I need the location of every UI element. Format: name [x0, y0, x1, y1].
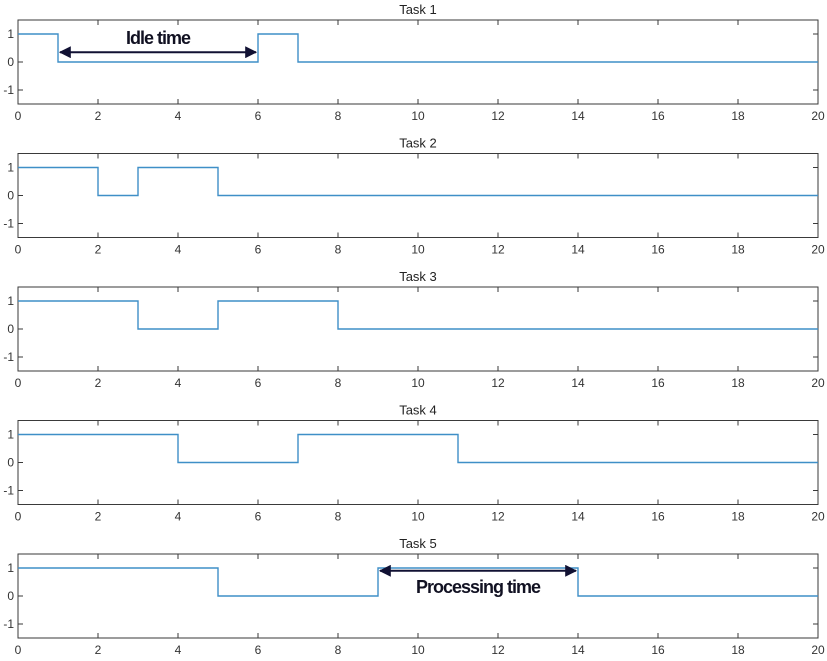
panel-title-task-3: Task 3: [399, 269, 437, 284]
signal-line-task-4: [18, 433, 818, 464]
x-tick-label: 16: [651, 376, 665, 390]
x-tick-label: 18: [731, 510, 745, 524]
y-tick-label: -1: [3, 350, 14, 364]
signal-line-task-2: [18, 166, 818, 197]
x-tick-label: 18: [731, 643, 745, 657]
x-tick-label: 10: [411, 510, 425, 524]
annotation-label-task-5: Processing time: [416, 577, 541, 597]
x-tick-label: 12: [491, 510, 505, 524]
x-tick-label: 4: [175, 510, 182, 524]
x-tick-label: 20: [811, 510, 825, 524]
x-tick-label: 12: [491, 376, 505, 390]
y-tick-label: 1: [7, 161, 14, 175]
x-tick-label: 6: [255, 243, 262, 257]
x-tick-label: 14: [571, 643, 585, 657]
x-tick-label: 12: [491, 243, 505, 257]
x-tick-label: 2: [95, 376, 102, 390]
x-tick-label: 16: [651, 109, 665, 123]
x-tick-label: 8: [335, 643, 342, 657]
x-tick-label: 2: [95, 243, 102, 257]
x-tick-label: 12: [491, 643, 505, 657]
x-tick-label: 14: [571, 243, 585, 257]
y-tick-label: 1: [7, 561, 14, 575]
x-tick-label: 18: [731, 376, 745, 390]
signal-line-task-1: [18, 33, 818, 63]
x-tick-label: 10: [411, 376, 425, 390]
x-tick-label: 4: [175, 643, 182, 657]
panel-title-task-4: Task 4: [399, 403, 437, 418]
x-tick-label: 10: [411, 243, 425, 257]
panel-title-task-1: Task 1: [399, 2, 437, 17]
x-tick-label: 6: [255, 376, 262, 390]
y-tick-label: 0: [7, 456, 14, 470]
y-tick-label: -1: [3, 83, 14, 97]
x-tick-label: 8: [335, 376, 342, 390]
annotation-label-task-1: Idle time: [126, 28, 191, 48]
signal-line-task-3: [18, 300, 818, 330]
x-tick-label: 6: [255, 510, 262, 524]
x-tick-label: 0: [15, 510, 22, 524]
x-tick-label: 8: [335, 510, 342, 524]
x-tick-label: 4: [175, 109, 182, 123]
x-tick-label: 14: [571, 376, 585, 390]
x-tick-label: 2: [95, 643, 102, 657]
x-tick-label: 0: [15, 243, 22, 257]
y-tick-label: -1: [3, 617, 14, 631]
y-tick-label: 1: [7, 294, 14, 308]
x-tick-label: 20: [811, 109, 825, 123]
y-tick-label: 0: [7, 55, 14, 69]
x-tick-label: 10: [411, 109, 425, 123]
x-tick-label: 20: [811, 643, 825, 657]
x-tick-label: 16: [651, 643, 665, 657]
y-tick-label: 1: [7, 27, 14, 41]
x-tick-label: 4: [175, 376, 182, 390]
y-tick-label: -1: [3, 484, 14, 498]
x-tick-label: 2: [95, 510, 102, 524]
panel-title-task-5: Task 5: [399, 536, 437, 551]
x-tick-label: 2: [95, 109, 102, 123]
x-tick-label: 4: [175, 243, 182, 257]
signal-line-task-5: [18, 567, 818, 597]
x-tick-label: 16: [651, 510, 665, 524]
x-tick-label: 14: [571, 510, 585, 524]
x-tick-label: 18: [731, 243, 745, 257]
x-tick-label: 6: [255, 109, 262, 123]
y-tick-label: 0: [7, 189, 14, 203]
x-tick-label: 14: [571, 109, 585, 123]
x-tick-label: 0: [15, 109, 22, 123]
x-tick-label: 20: [811, 376, 825, 390]
x-tick-label: 6: [255, 643, 262, 657]
panel-title-task-2: Task 2: [399, 136, 437, 151]
x-tick-label: 8: [335, 243, 342, 257]
y-tick-label: 1: [7, 428, 14, 442]
x-tick-label: 18: [731, 109, 745, 123]
x-tick-label: 16: [651, 243, 665, 257]
x-tick-label: 12: [491, 109, 505, 123]
x-tick-label: 20: [811, 243, 825, 257]
x-tick-label: 8: [335, 109, 342, 123]
x-tick-label: 10: [411, 643, 425, 657]
y-tick-label: -1: [3, 217, 14, 231]
x-tick-label: 0: [15, 643, 22, 657]
y-tick-label: 0: [7, 322, 14, 336]
x-tick-label: 0: [15, 376, 22, 390]
y-tick-label: 0: [7, 589, 14, 603]
